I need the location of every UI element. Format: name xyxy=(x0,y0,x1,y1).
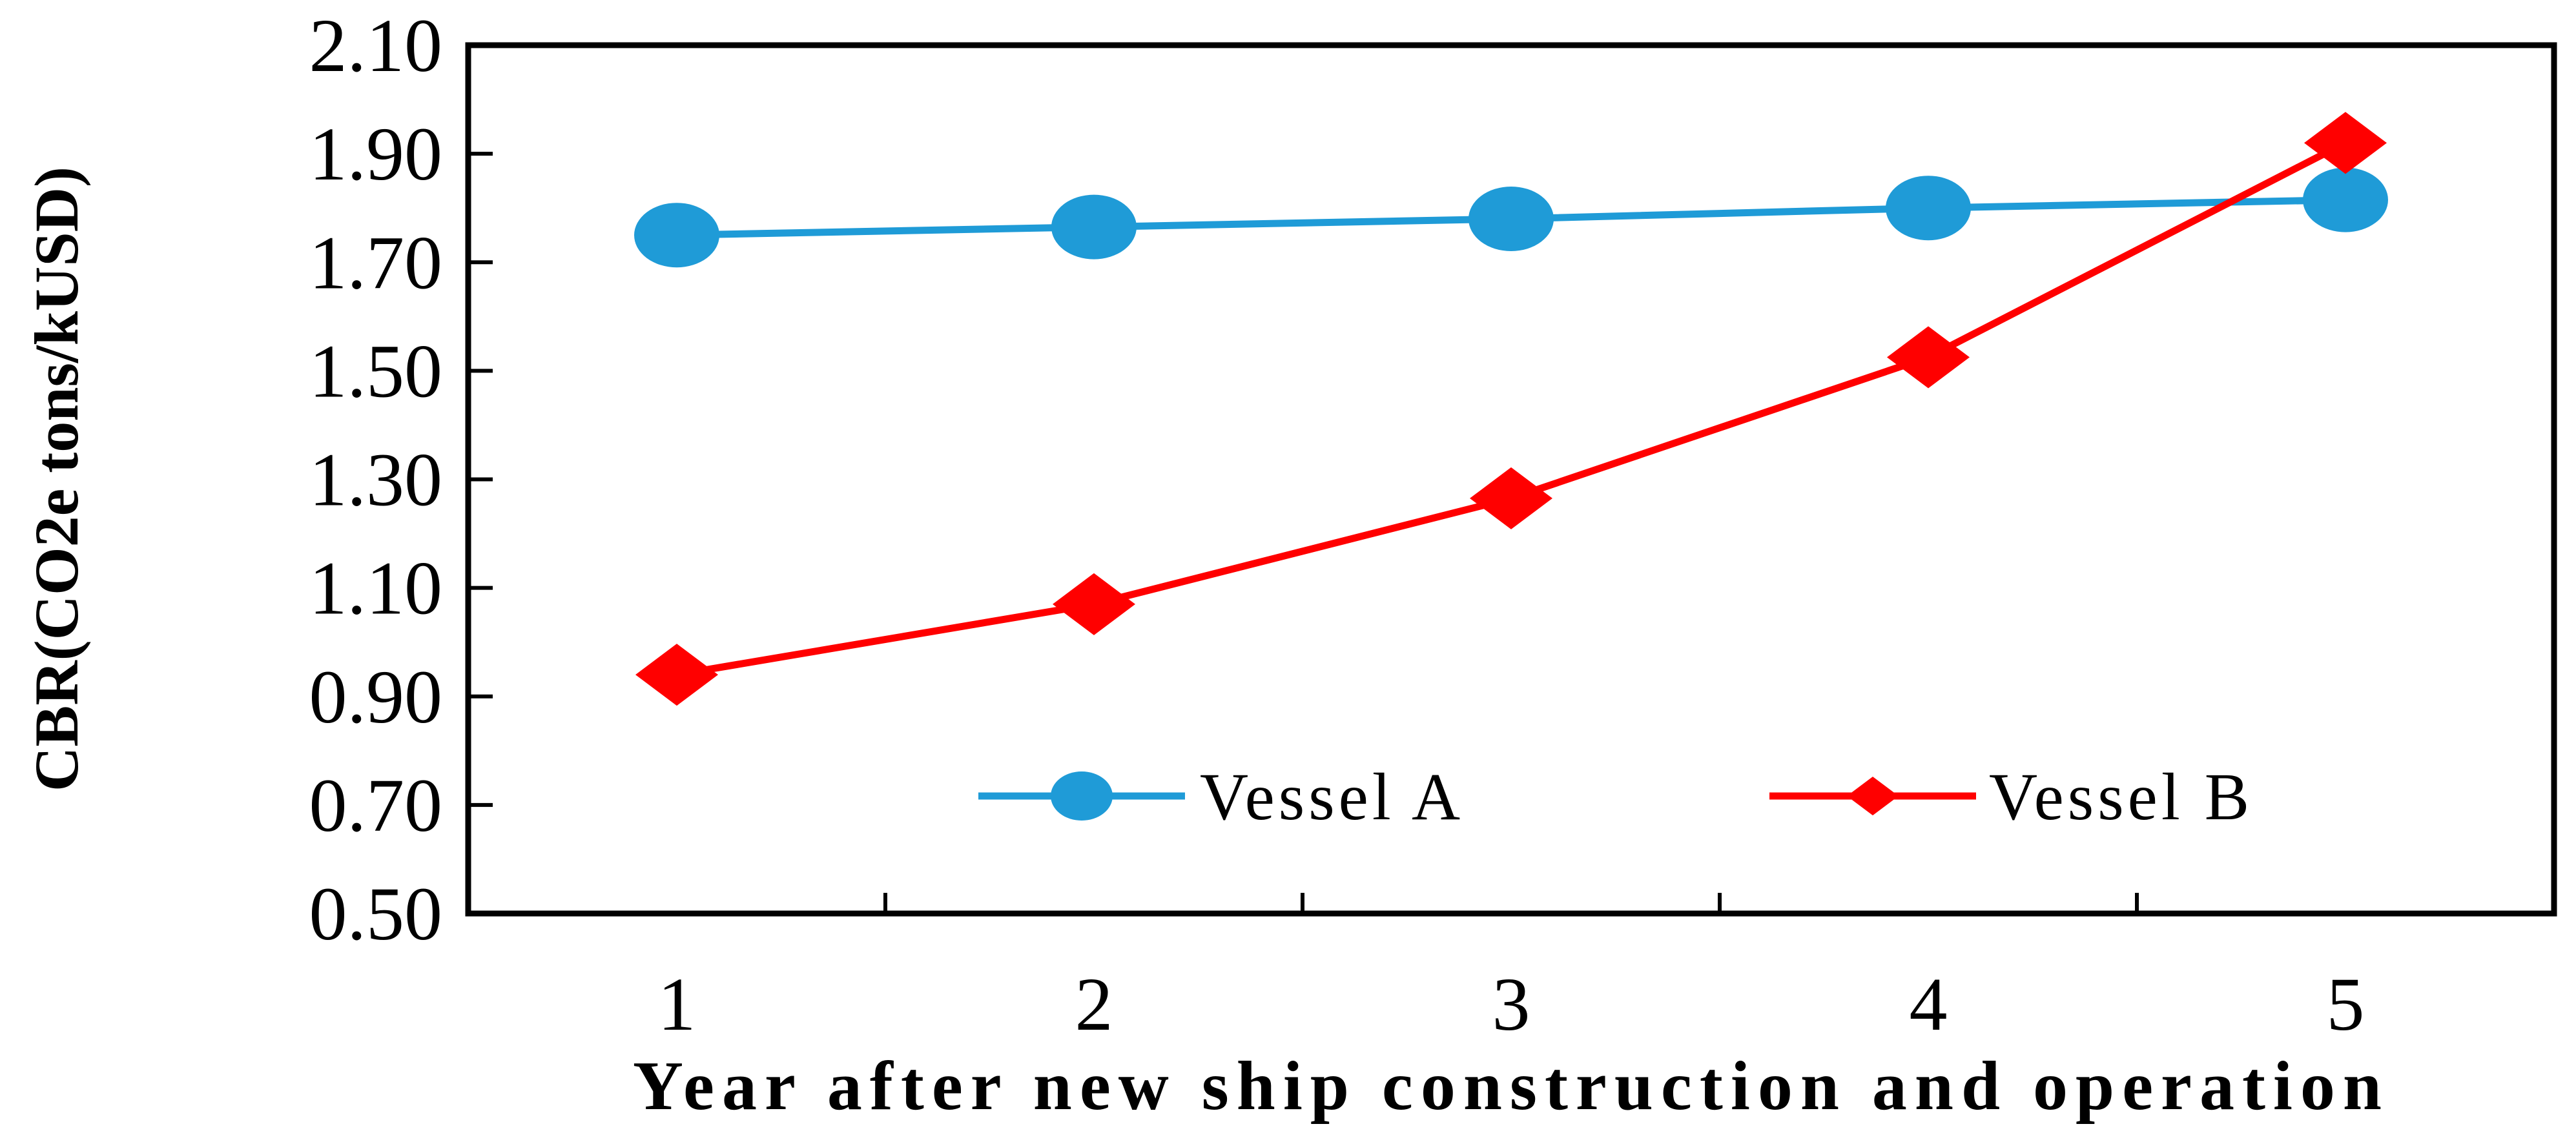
series-2 xyxy=(635,112,2387,706)
data-point xyxy=(1053,573,1135,635)
x-tick-label: 5 xyxy=(2327,962,2365,1046)
y-tick-label: 1.90 xyxy=(309,112,443,196)
y-tick-label: 1.10 xyxy=(309,546,443,631)
y-tick-label: 1.30 xyxy=(309,438,443,522)
series-layer xyxy=(634,112,2388,706)
legend: Vessel A Vessel B xyxy=(978,760,2253,834)
data-point xyxy=(1886,176,1971,241)
series-1 xyxy=(634,167,2388,268)
legend-marker xyxy=(1847,777,1899,815)
legend-item-1: Vessel A xyxy=(978,760,1464,834)
legend-label: Vessel B xyxy=(1989,760,2253,834)
y-tick-label: 0.90 xyxy=(309,655,443,739)
data-point xyxy=(2303,167,2388,232)
x-tick-label: 1 xyxy=(658,962,696,1046)
x-tick-label: 2 xyxy=(1075,962,1113,1046)
x-tick-label: 4 xyxy=(1910,962,1948,1046)
y-axis: 0.50 0.70 0.90 1.10 1.30 1.50 1.70 1.90 2.10 xyxy=(309,3,493,956)
legend-item-2: Vessel B xyxy=(1769,760,2253,834)
data-point xyxy=(635,644,718,706)
x-axis-title: Year after new ship construction and ope… xyxy=(633,1048,2389,1125)
data-point xyxy=(1051,194,1137,260)
data-point xyxy=(2304,112,2387,174)
data-point xyxy=(1887,326,1970,389)
y-tick-label: 0.70 xyxy=(309,763,443,848)
y-axis-title: CBR(CO2e tons/kUSD) xyxy=(22,167,91,791)
y-tick-label: 1.70 xyxy=(309,220,443,305)
legend-marker xyxy=(1051,771,1113,821)
data-point xyxy=(634,203,719,268)
x-tick-label: 3 xyxy=(1492,962,1530,1046)
y-tick-label: 1.50 xyxy=(309,329,443,413)
y-tick-label: 0.50 xyxy=(309,872,443,956)
data-point xyxy=(1468,187,1554,251)
x-axis: 1 2 3 4 5 xyxy=(658,893,2365,1046)
y-tick-label: 2.10 xyxy=(309,3,443,88)
data-point xyxy=(1470,467,1552,529)
legend-label: Vessel A xyxy=(1200,760,1464,834)
